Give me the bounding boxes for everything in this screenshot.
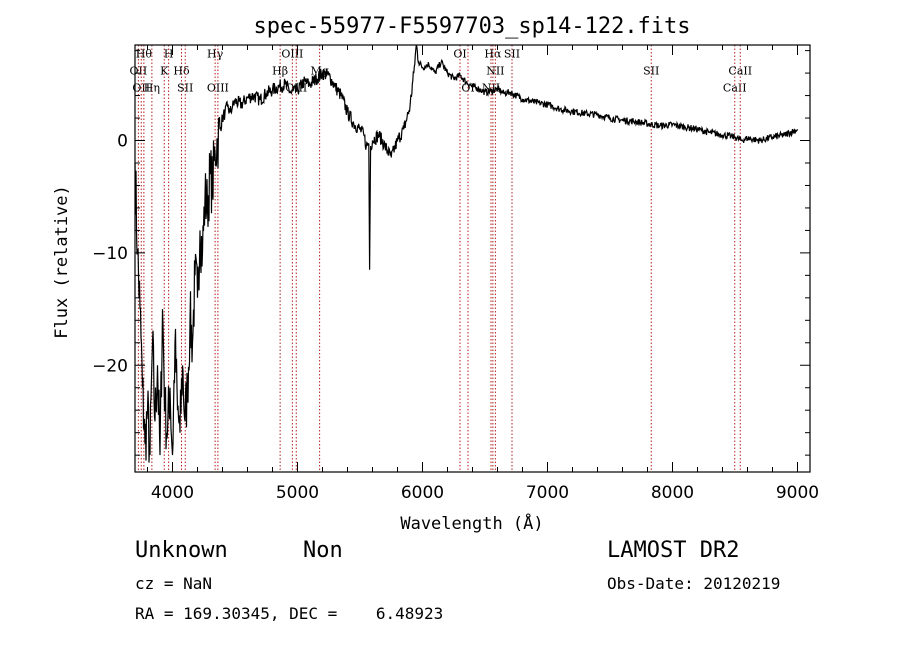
object-subclass: Non — [303, 538, 343, 563]
spectrum-series — [134, 44, 799, 463]
spectral-line-label: OI — [453, 48, 466, 61]
spectral-line-label: CaII — [728, 65, 752, 78]
redshift-cz: cz = NaN — [135, 574, 213, 593]
spectral-line-label: OIII — [207, 82, 229, 95]
spectral-line-label: Hα — [484, 48, 502, 61]
spectral-line-label: Hγ — [207, 48, 224, 61]
spectral-line-label: K — [160, 65, 169, 78]
spectral-line-label: SII — [177, 82, 193, 95]
plot-frame — [134, 44, 811, 473]
observation-date: Obs-Date: 20120219 — [607, 574, 781, 593]
y-axis-label: Flux (relative) — [52, 185, 72, 339]
spectral-line-label: H — [164, 48, 174, 61]
x-tick-label: 8000 — [651, 483, 694, 503]
x-tick-label: 9000 — [776, 483, 819, 503]
survey-name: LAMOST DR2 — [607, 538, 740, 563]
x-axis-label: Wavelength (Å) — [400, 512, 543, 534]
x-tick-label: 7000 — [526, 483, 569, 503]
x-tick-label: 4000 — [151, 483, 194, 503]
x-tick-label: 6000 — [401, 483, 444, 503]
spectral-line-label: SII — [504, 48, 520, 61]
chart-title: spec-55977-F5597703_sp14-122.fits — [253, 14, 690, 39]
spectral-line-label: OII — [132, 82, 150, 95]
spectral-line-label: OIII — [281, 48, 303, 61]
axis-ticks: 4000 5000 6000 7000 8000 9000 0 −10 −20 — [92, 45, 819, 503]
object-class: Unknown — [135, 538, 228, 563]
x-tick-label: 5000 — [276, 483, 319, 503]
spectral-line-label: Hθ — [136, 48, 153, 61]
spectral-line-label: CaII — [723, 82, 747, 95]
coordinates: RA = 169.30345, DEC = 6.48923 — [135, 604, 444, 623]
spectral-line-label: NII — [486, 65, 504, 78]
y-tick-label: 0 — [117, 132, 128, 152]
spectral-line-label: Hη — [144, 82, 160, 95]
y-tick-label: −10 — [92, 244, 128, 264]
spectral-line-label: Hβ — [272, 65, 288, 78]
y-tick-label: −20 — [92, 356, 128, 376]
spectral-line-label: Hδ — [173, 65, 190, 78]
spectral-line-label: OII — [130, 65, 148, 78]
spectral-line-label: SII — [643, 65, 659, 78]
